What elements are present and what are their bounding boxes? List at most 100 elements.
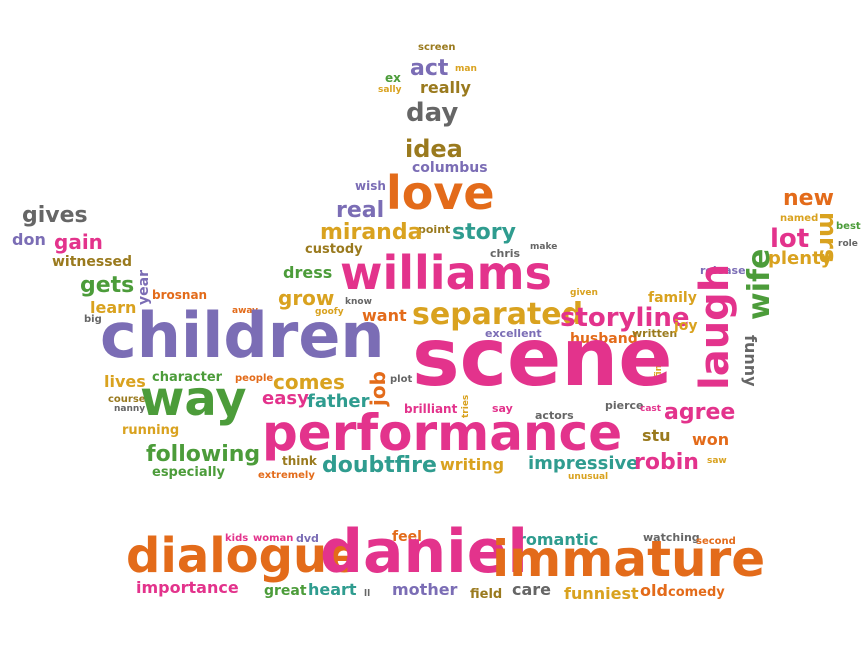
word-given: given [570,288,598,298]
word-written: written [632,327,678,340]
word-way: way [140,371,247,427]
word-wife: wife [742,248,777,320]
word-job: job [366,371,390,406]
word-big: big [84,314,102,325]
word-screen: screen [418,42,456,53]
word-storyline: storyline [560,303,690,333]
word-scene: scene [412,311,673,404]
word-know: know [345,297,372,307]
word-immature: immature [492,530,766,588]
word-lives: lives [104,372,146,391]
word-children: children [100,299,385,372]
word-family: family [648,290,697,306]
word-act: act [410,56,449,81]
word-great: great [264,583,307,599]
word-story: story [452,220,516,245]
word-brilliant: brilliant [404,402,458,416]
word-want: want [362,306,407,325]
word-think: think [282,454,317,468]
word-actors: actors [535,409,574,422]
word-real: real [336,198,385,223]
word-mrs: mrs [814,212,842,264]
word-funny: funny [741,335,760,387]
word-really: really [420,78,471,97]
word-people: people [235,373,274,384]
word-new: new [783,186,834,211]
word-gives: gives [22,203,88,228]
word-say: say [492,402,513,415]
word-best: best [836,221,861,232]
word-kids: kids [225,533,249,544]
word-impressive: impressive [528,453,639,474]
word-pierce: pierce [605,399,644,412]
word-lot: lot [770,224,810,254]
word-plenty: plenty [768,248,833,269]
word-writing: writing [440,455,505,474]
word-day: day [406,98,459,128]
word-woman: woman [253,533,294,544]
word-comes: comes [273,370,345,394]
word-witnessed: witnessed [52,254,133,270]
word-running: running [122,423,180,438]
word-romantic: romantic [518,530,599,549]
word-make: make [530,242,558,252]
word-point: point [418,223,451,236]
word-joy: joy [674,318,698,334]
word-wish: wish [355,179,386,193]
word-custody: custody [305,242,363,257]
word-importance: importance [136,578,239,597]
word-miranda: miranda [320,220,423,245]
word-robin: robin [634,450,699,475]
word-feel: feel [392,529,422,545]
word-field: field [470,587,503,602]
word-second: second [696,536,736,547]
word-brosnan: brosnan [152,288,208,302]
word-comedy: comedy [668,585,725,600]
word-ll: ll [364,589,371,599]
word-daniel: daniel [320,517,528,587]
word-williams: williams [340,246,552,300]
word-cast: cast [640,404,662,414]
word-dvd: dvd [296,532,319,545]
word-dress: dress [283,263,333,282]
word-columbus: columbus [412,160,488,176]
word-gets: gets [80,273,135,298]
word-care: care [512,580,552,599]
word-man: man [455,64,477,74]
word-agree: agree [664,400,736,425]
word-won: won [692,430,730,449]
word-extremely: extremely [258,470,315,481]
word-dialogue: dialogue [126,528,360,584]
word-funniest: funniest [564,584,639,603]
word-release: release [700,264,746,277]
word-away: away [232,306,259,316]
word-heart: heart [308,580,357,599]
word-unusual: unusual [568,472,609,482]
word-especially: especially [152,465,225,480]
word-separated: separated [412,297,584,332]
word-saw: saw [707,456,727,466]
word-love: love [386,166,495,220]
word-gain: gain [54,230,103,254]
word-doubtfire: doubtfire [322,453,437,478]
word-stu: stu [642,426,671,445]
word-don: don [12,230,46,249]
word-goofy: goofy [315,307,344,317]
word-course: course [108,394,146,405]
word-mother: mother [392,580,458,599]
word-excellent: excellent [485,327,542,340]
word-old: old [640,581,668,600]
word-sally: sally [378,85,402,95]
word-chris: chris [490,247,521,260]
word-father: father [307,391,370,412]
word-ex: ex [385,71,401,85]
word-watching: watching [643,531,700,544]
word-plot: plot [390,374,413,385]
word-grow: grow [278,286,335,310]
word-performance: performance [262,404,623,462]
word-laugh: laugh [692,263,738,390]
word-idea: idea [405,135,463,163]
word-learn: learn [90,298,137,317]
word-following: following [146,442,261,467]
